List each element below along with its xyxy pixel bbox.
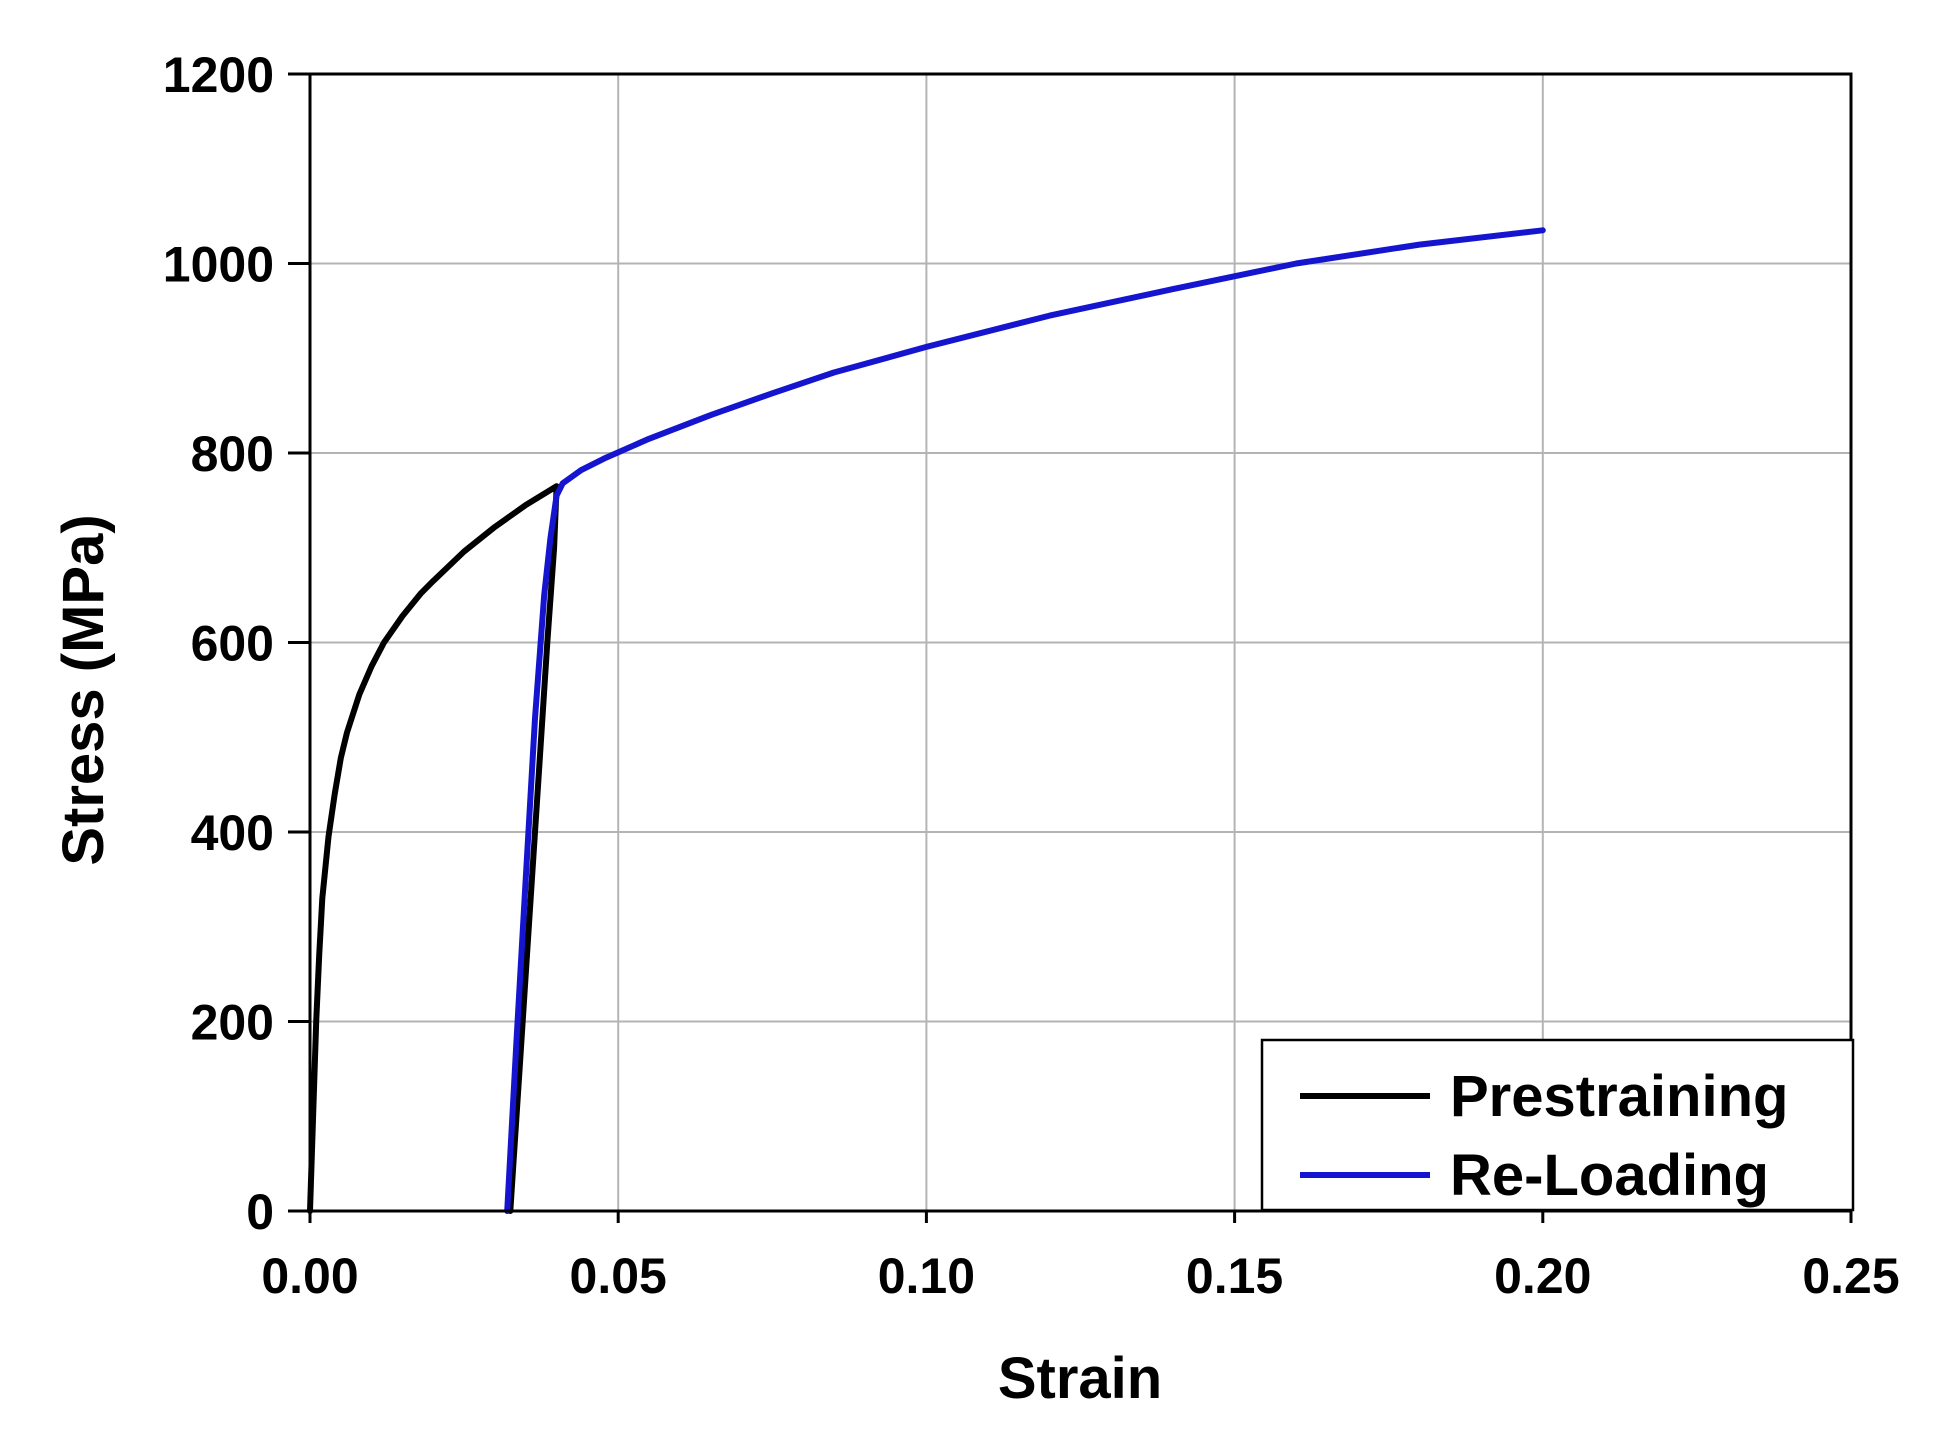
x-tick-label: 0.05 (570, 1248, 667, 1304)
x-tick-label: 0.25 (1802, 1248, 1899, 1304)
legend: Prestraining Re-Loading (1260, 1038, 1855, 1212)
series-layer (307, 227, 1546, 1214)
y-axis-title: Stress (MPa) (51, 514, 116, 865)
x-tick-label: 0.20 (1494, 1248, 1591, 1304)
y-tick-label: 1200 (163, 47, 274, 103)
y-tick-label: 0 (246, 1184, 274, 1240)
x-axis-title: Strain (998, 1346, 1162, 1411)
y-tick-label: 800 (191, 426, 274, 482)
y-tick-label: 1000 (163, 237, 274, 293)
legend-label-prestraining: Prestraining (1450, 1064, 1788, 1129)
y-tick-label: 400 (191, 805, 274, 861)
x-tick-label: 0.10 (878, 1248, 975, 1304)
y-tick-label: 600 (191, 616, 274, 672)
legend-box (1260, 1038, 1855, 1212)
x-tick-label: 0.00 (261, 1248, 358, 1304)
tick-labels: 0.00 0.05 0.10 0.15 0.20 0.25 0 200 400 600 800 100… (163, 47, 1900, 1304)
series-line-prestraining (307, 483, 560, 1214)
x-tick-label: 0.15 (1186, 1248, 1283, 1304)
axis-ticks (288, 72, 1853, 1223)
y-tick-label: 200 (191, 995, 274, 1051)
series-line-re-loading (504, 227, 1546, 1214)
legend-label-re-loading: Re-Loading (1450, 1143, 1769, 1208)
grid-lines (310, 74, 1851, 1211)
